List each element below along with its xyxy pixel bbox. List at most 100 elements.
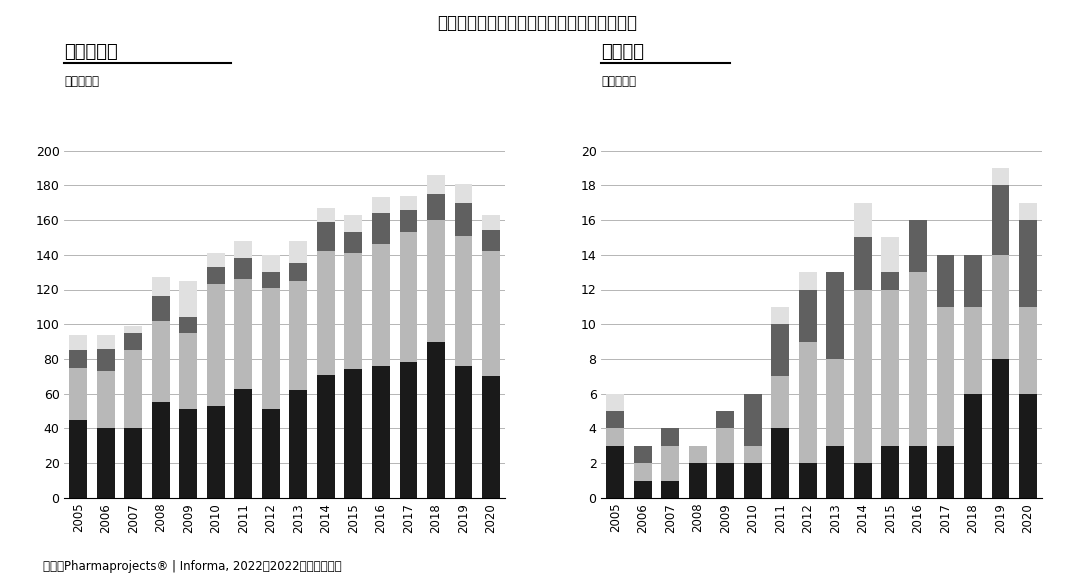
Bar — [97, 428, 115, 498]
Bar — [1019, 220, 1037, 307]
Bar — [454, 236, 473, 366]
Bar — [234, 389, 252, 498]
Bar — [289, 263, 307, 281]
Bar — [427, 220, 445, 342]
Bar — [345, 253, 362, 369]
Bar — [125, 350, 142, 428]
Bar — [345, 369, 362, 498]
Bar — [262, 288, 280, 409]
Bar — [400, 196, 418, 210]
Bar — [179, 333, 198, 409]
Text: （品目数）: （品目数） — [601, 75, 637, 88]
Bar — [97, 349, 115, 371]
Text: （品目数）: （品目数） — [64, 75, 100, 88]
Bar — [606, 394, 624, 411]
Bar — [991, 168, 1010, 185]
Bar — [69, 420, 87, 498]
Bar — [882, 446, 899, 498]
Bar — [964, 307, 982, 394]
Bar — [207, 267, 224, 284]
Bar — [234, 241, 252, 258]
Bar — [799, 342, 817, 463]
Text: 出所：Pharmaprojects® | Informa, 2022（2022年１月時点）: 出所：Pharmaprojects® | Informa, 2022（2022年… — [43, 560, 342, 573]
Bar — [826, 359, 844, 446]
Bar — [427, 342, 445, 498]
Bar — [262, 409, 280, 498]
Bar — [744, 394, 761, 446]
Bar — [771, 307, 789, 324]
Bar — [345, 215, 362, 232]
Bar — [854, 463, 872, 498]
Bar — [826, 272, 844, 359]
Bar — [1019, 394, 1037, 498]
Bar — [97, 335, 115, 349]
Bar — [799, 290, 817, 342]
Bar — [454, 203, 473, 236]
Bar — [1019, 307, 1037, 394]
Bar — [937, 446, 955, 498]
Bar — [662, 481, 679, 498]
Bar — [826, 446, 844, 498]
Bar — [634, 481, 652, 498]
Bar — [909, 272, 927, 446]
Bar — [882, 290, 899, 446]
Bar — [207, 253, 224, 267]
Bar — [317, 375, 335, 498]
Bar — [991, 359, 1010, 498]
Bar — [427, 175, 445, 194]
Bar — [125, 326, 142, 333]
Bar — [427, 194, 445, 220]
Bar — [991, 255, 1010, 359]
Bar — [716, 463, 735, 498]
Bar — [234, 258, 252, 279]
Bar — [372, 213, 390, 244]
Bar — [317, 208, 335, 222]
Bar — [482, 230, 500, 251]
Bar — [151, 277, 170, 296]
Bar — [909, 446, 927, 498]
Bar — [771, 324, 789, 376]
Bar — [69, 368, 87, 420]
Bar — [207, 406, 224, 498]
Bar — [482, 215, 500, 230]
Bar — [688, 446, 707, 463]
Bar — [688, 463, 707, 498]
Bar — [606, 428, 624, 446]
Bar — [372, 197, 390, 213]
Bar — [151, 296, 170, 321]
Bar — [69, 350, 87, 368]
Bar — [662, 446, 679, 481]
Bar — [1019, 203, 1037, 220]
Bar — [400, 210, 418, 232]
Bar — [262, 255, 280, 272]
Bar — [372, 244, 390, 366]
Bar — [317, 222, 335, 251]
Bar — [937, 307, 955, 446]
Bar — [634, 463, 652, 481]
Bar — [179, 317, 198, 333]
Bar — [799, 272, 817, 290]
Bar — [964, 255, 982, 307]
Bar — [771, 376, 789, 428]
Bar — [69, 335, 87, 350]
Bar — [289, 241, 307, 263]
Bar — [289, 281, 307, 390]
Bar — [634, 446, 652, 463]
Bar — [882, 272, 899, 290]
Bar — [454, 366, 473, 498]
Bar — [482, 251, 500, 376]
Bar — [179, 409, 198, 498]
Bar — [716, 428, 735, 463]
Bar — [606, 446, 624, 498]
Bar — [262, 272, 280, 288]
Bar — [317, 251, 335, 375]
Bar — [744, 463, 761, 498]
Bar — [854, 203, 872, 237]
Bar — [345, 232, 362, 253]
Bar — [937, 255, 955, 307]
Bar — [207, 284, 224, 406]
Bar — [799, 463, 817, 498]
Bar — [454, 184, 473, 203]
Bar — [606, 411, 624, 428]
Bar — [716, 411, 735, 428]
